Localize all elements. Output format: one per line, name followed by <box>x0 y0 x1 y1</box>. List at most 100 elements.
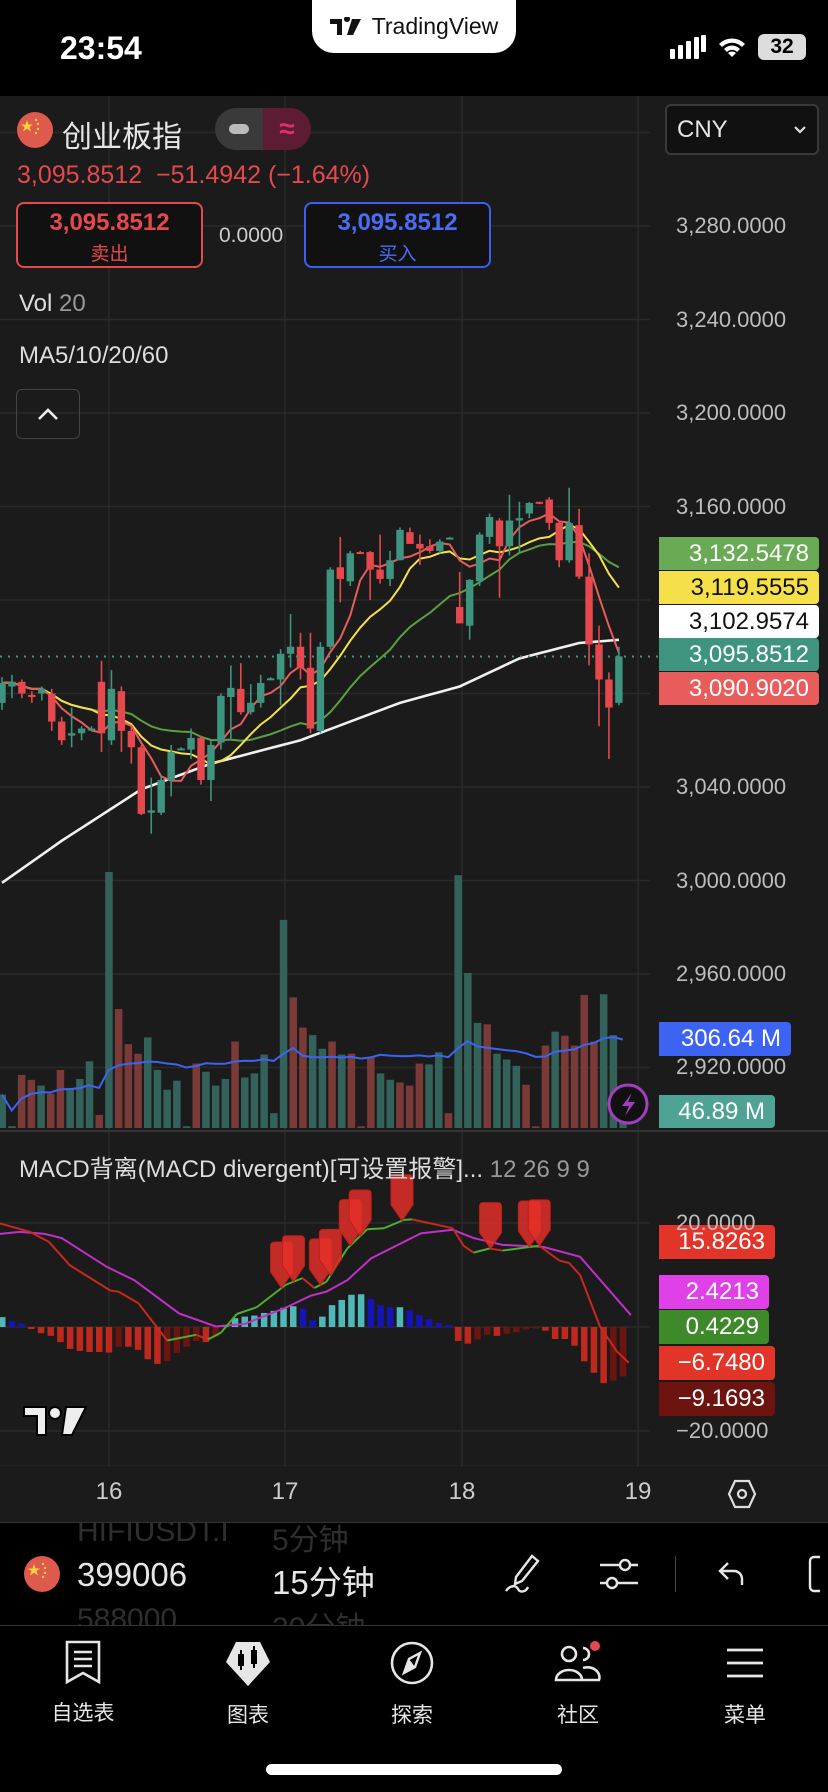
macd-line-segment <box>599 1325 618 1353</box>
lightning-icon <box>622 1093 635 1116</box>
clock: 23:54 <box>60 30 142 66</box>
macd-axis-label: 20.0000 <box>676 1210 756 1235</box>
volume-bar <box>405 1085 414 1128</box>
nav-chart[interactable]: 图表 <box>188 1640 308 1729</box>
macd-histogram-bar <box>522 1327 530 1330</box>
volume-bar <box>47 1093 55 1128</box>
macd-histogram-bar <box>231 1318 239 1327</box>
candle-body <box>207 744 215 780</box>
time-axis-label: 16 <box>95 1478 123 1505</box>
candle-body <box>585 576 593 645</box>
pencil-icon[interactable] <box>502 1553 544 1595</box>
macd-histogram-bar <box>251 1315 258 1327</box>
candle-body <box>296 646 305 668</box>
chart-mode-toggle[interactable]: ≈ <box>215 108 311 150</box>
time-axis-label: 18 <box>448 1478 476 1505</box>
symbol-name[interactable]: 创业板指 <box>62 121 182 154</box>
candle-body <box>306 667 315 729</box>
collapse-legend-button[interactable] <box>16 389 80 439</box>
macd-histogram-bar <box>493 1327 501 1336</box>
china-flag-icon <box>24 1556 60 1592</box>
macd-histogram-bar <box>299 1308 307 1327</box>
macd-line-segment <box>137 1302 168 1342</box>
price-axis-label: 3,040.0000 <box>676 774 787 799</box>
macd-histogram-bar <box>600 1327 607 1384</box>
chart-canvas[interactable] <box>0 0 828 1522</box>
candle-body <box>446 537 454 540</box>
macd-histogram-bar <box>270 1310 278 1327</box>
price-badge: 3,119.5555 <box>659 571 819 604</box>
candle-body <box>97 681 106 734</box>
volume-bar <box>483 1024 491 1128</box>
macd-histogram-bar <box>425 1319 433 1327</box>
macd-histogram-bar <box>454 1327 462 1342</box>
macd-line-segment <box>489 1247 503 1252</box>
candle-body <box>386 560 394 579</box>
candle-body <box>416 543 424 549</box>
app-pill[interactable]: TradingView <box>312 0 516 53</box>
macd-histogram-bar <box>377 1305 384 1327</box>
volume-bar <box>299 1027 307 1128</box>
candle-body <box>515 518 524 521</box>
macd-histogram-bar <box>212 1327 219 1337</box>
candle-body <box>545 499 553 523</box>
candle-body <box>605 679 613 708</box>
volume-bar <box>386 1079 394 1128</box>
fullscreen-icon[interactable] <box>806 1553 828 1595</box>
home-indicator[interactable] <box>266 1764 562 1775</box>
volume-bar <box>289 997 297 1128</box>
nav-watchlist[interactable]: 自选表 <box>23 1640 143 1727</box>
macd-histogram-bar <box>57 1327 64 1343</box>
currency-select[interactable]: CNY <box>665 104 819 155</box>
buy-button[interactable]: 3,095.8512 买入 <box>304 202 491 268</box>
volume-indicator-legend[interactable]: Vol 20 <box>19 290 86 318</box>
wifi-icon <box>719 38 745 57</box>
chart-settings-icon[interactable] <box>727 1478 757 1510</box>
symbol-picker[interactable]: 399006 <box>77 1556 188 1593</box>
volume-bar <box>473 1022 482 1128</box>
minus-icon[interactable] <box>215 108 263 150</box>
nav-explore[interactable]: 探索 <box>352 1640 472 1729</box>
undo-icon[interactable] <box>714 1553 750 1595</box>
price-axis-label: 3,160.0000 <box>676 494 787 519</box>
chart-icon <box>226 1642 270 1686</box>
sliders-icon[interactable] <box>598 1553 640 1595</box>
candle-body <box>555 522 563 561</box>
price-badge: 3,132.5478 <box>659 537 819 570</box>
candle-body <box>346 553 354 582</box>
price-badge: 3,095.8512 <box>659 638 819 671</box>
candle-body <box>465 579 474 626</box>
candle-body <box>456 607 464 624</box>
app-pill-label: TradingView <box>371 13 499 39</box>
nav-menu[interactable]: 菜单 <box>685 1640 805 1729</box>
divergence-marker <box>390 1174 414 1222</box>
volume-bar <box>415 1063 424 1128</box>
macd-histogram-bar <box>28 1327 35 1330</box>
china-flag-icon <box>17 112 53 148</box>
macd-line-segment <box>451 1227 465 1247</box>
candle-body <box>187 737 195 750</box>
macd-params: 12 26 9 9 <box>489 1156 590 1183</box>
price-axis-label: 3,000.0000 <box>676 868 787 893</box>
candle-body <box>127 730 136 748</box>
sell-button[interactable]: 3,095.8512 卖出 <box>16 202 203 268</box>
candle-body <box>565 522 573 561</box>
macd-badge: 2.4213 <box>659 1275 769 1309</box>
volume-bar <box>425 1064 433 1128</box>
bottom-toolbar: HIFIUSDT.I 5分钟 588000 30分钟 <box>0 1522 828 1626</box>
time-axis[interactable] <box>0 1466 828 1522</box>
macd-histogram-bar <box>96 1327 103 1352</box>
macd-histogram-bar <box>406 1310 413 1327</box>
nav-community[interactable]: 社区 <box>518 1640 638 1729</box>
volume-bar <box>153 1069 162 1128</box>
candle-body <box>286 646 295 654</box>
macd-legend[interactable]: MACD背离(MACD divergent)[可设置报警]... 12 26 9… <box>19 1149 651 1184</box>
interval-picker[interactable]: 15分钟 <box>272 1564 375 1601</box>
approx-icon[interactable]: ≈ <box>263 108 311 150</box>
macd-histogram-bar <box>581 1327 588 1362</box>
candle-body <box>525 502 534 514</box>
volume-bar <box>570 1045 579 1128</box>
macd-line-segment <box>236 1306 258 1315</box>
spread-value: 0.0000 <box>219 224 284 247</box>
ma-indicator-legend[interactable]: MA5/10/20/60 <box>19 342 169 369</box>
